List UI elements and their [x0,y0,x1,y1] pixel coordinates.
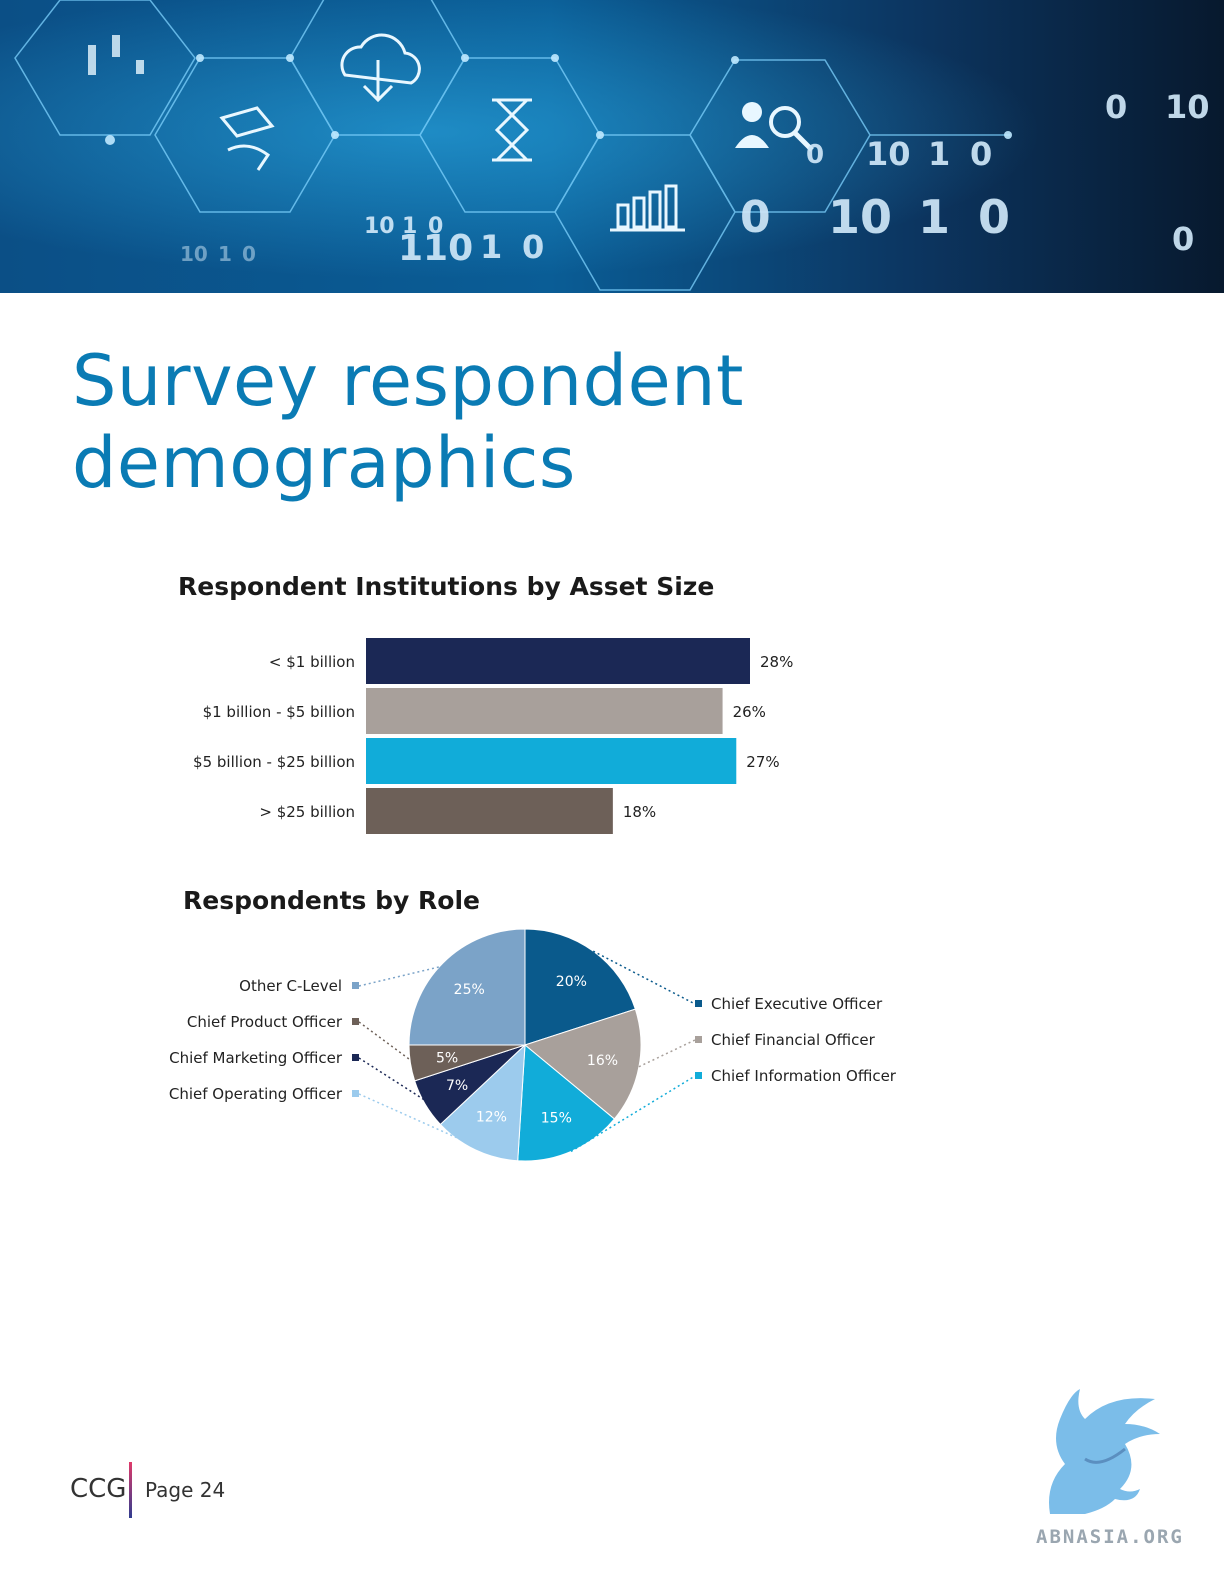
hero-digit: 10 [828,190,893,244]
bar-value-label: 18% [623,803,656,821]
legend-swatch [695,1000,702,1007]
callout-line [358,1093,478,1148]
page-number: Page 24 [145,1478,226,1502]
griffin-logo [1049,1389,1160,1514]
legend-swatch [695,1072,702,1079]
callout-line [638,1039,696,1068]
pie-slice [408,928,526,1046]
legend-label: Chief Financial Officer [711,1031,876,1049]
bar-category-label: < $1 billion [269,653,355,671]
bar-chart-icon [610,184,685,232]
user-search-icon [735,102,814,152]
hero-digit: 10 [866,135,911,173]
hourglass-icon [492,98,532,162]
asset-size-bar-chart: < $1 billion 28% $1 billion - $5 billion 26… [193,638,793,834]
pie-value-label: 12% [476,1109,507,1125]
hero-digit: 0 [242,242,256,266]
callout-line [358,1057,429,1103]
bar [366,738,737,784]
watermark: ABNASIA.ORG [1036,1526,1184,1548]
pie-value-label: 16% [587,1053,618,1069]
bar-category-label: $5 billion - $25 billion [193,753,355,771]
legend-swatch [352,1054,359,1061]
callout-line [358,1021,415,1064]
hero-digit: 0 [970,135,993,173]
pie-value-label: 15% [541,1110,572,1126]
pie-value-label: 5% [436,1050,458,1066]
pie-value-label: 7% [446,1078,468,1094]
hero-digit: 0 [978,190,1011,244]
bar-value-label: 26% [733,703,766,721]
role-pie-chart: 20% 16% 15% 12% 7% 5% 25% Chief Executive Offic… [169,928,897,1162]
legend-swatch [352,1018,359,1025]
hero-digit: 0 [522,228,545,266]
hero-digit: 1 [218,242,232,266]
hero-digit: 1 [480,228,503,266]
pie-chart-title: Respondents by Role [183,886,480,915]
legend-label: Chief Product Officer [187,1013,343,1031]
candlestick-icon [88,35,144,75]
callout-line [592,950,696,1005]
bar [366,688,723,734]
hero-digit: 1 [402,214,418,239]
legend-label: Chief Information Officer [711,1067,897,1085]
bar-category-label: $1 billion - $5 billion [203,703,355,721]
bar [366,638,750,684]
cloud-download-icon [340,33,421,103]
footer-divider [129,1462,132,1518]
hero-digit: 0 [1172,220,1195,258]
bar-category-label: > $25 billion [259,803,355,821]
footer-brand: CCG [70,1474,127,1504]
callout-line [570,1075,696,1153]
pie-value-label: 25% [454,982,485,998]
hero-digit: 1 [928,135,951,173]
hero-digit: 110 [398,228,474,269]
hero-digit: 0 [740,192,771,243]
hero-digit: 10 [364,214,395,239]
bar-value-label: 28% [760,653,793,671]
pie-slice [523,1008,642,1120]
legend-label: Chief Marketing Officer [169,1049,343,1067]
hero-digit: 10 [180,242,208,266]
page-title: Survey respondent demographics [72,340,744,504]
hero-digit: 0 [806,140,825,170]
hero-digit: 1 [918,190,951,244]
pie-value-label: 20% [556,974,587,990]
hero-banner [0,0,1224,293]
legend-label: Chief Operating Officer [169,1085,343,1103]
legend-label: Chief Executive Officer [711,995,883,1013]
legend-swatch [352,982,359,989]
bar [366,788,613,834]
bar-chart-title: Respondent Institutions by Asset Size [178,572,715,601]
pie-slice [524,928,636,1046]
hero-digit: 0 [1105,88,1128,126]
hero-digit: 10 [1165,88,1210,126]
legend-label: Other C-Level [239,977,342,995]
legend-swatch [695,1036,702,1043]
bar-value-label: 27% [746,753,779,771]
pie-slice [439,1043,526,1162]
legend-swatch [352,1090,359,1097]
hero-digit: 0 [428,214,444,239]
money-hand-icon [219,106,275,171]
